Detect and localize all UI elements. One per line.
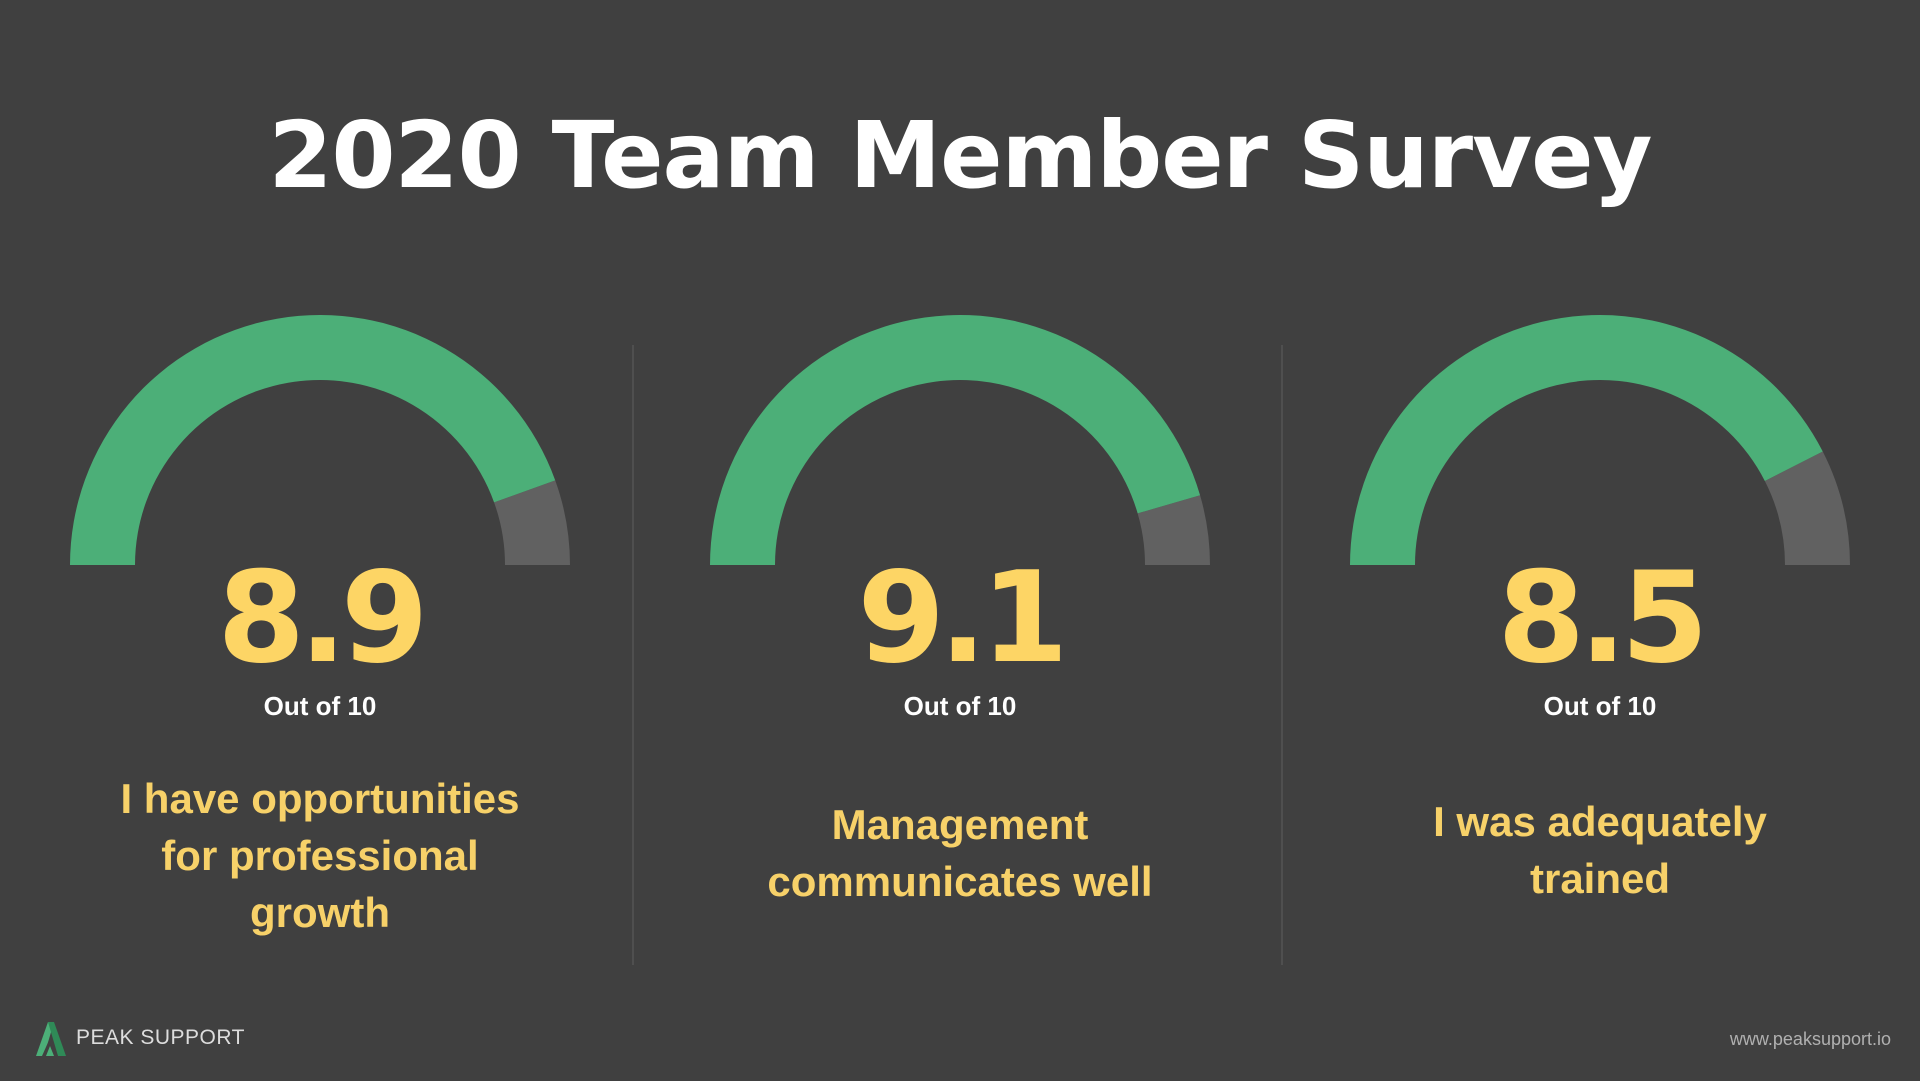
- question-text: I have opportunities for professional gr…: [40, 770, 600, 941]
- score-value: 8.5: [1497, 544, 1708, 691]
- survey-panel: 8.5 Out of 10 I was adequately trained: [1280, 300, 1920, 1000]
- question-line: communicates well: [767, 858, 1153, 905]
- question-line: growth: [250, 889, 390, 936]
- score-scale-label: Out of 10: [1543, 691, 1657, 721]
- page-title: 2020 Team Member Survey: [268, 102, 1653, 209]
- gauge-track: [1137, 495, 1210, 565]
- score-value: 8.9: [217, 544, 428, 691]
- gauge-fill: [710, 314, 1201, 565]
- gauge-track: [1764, 451, 1850, 565]
- question-text: Management communicates well: [680, 796, 1240, 910]
- question-text: I was adequately trained: [1320, 793, 1880, 907]
- column-divider: [632, 345, 634, 965]
- website-url: www.peaksupport.io: [1729, 1029, 1891, 1049]
- gauge-chart: [1350, 314, 1850, 565]
- gauge-fill: [1350, 314, 1823, 565]
- gauge-track: [494, 480, 570, 565]
- gauge-chart: [710, 314, 1210, 565]
- score-value: 9.1: [857, 544, 1068, 691]
- brand-logo: PEAK SUPPORT: [28, 1016, 245, 1060]
- question-line: for professional: [161, 832, 479, 879]
- brand-name: PEAK SUPPORT: [76, 1026, 245, 1049]
- score-scale-label: Out of 10: [263, 691, 377, 721]
- survey-panel: 8.9 Out of 10 I have opportunities for p…: [0, 300, 640, 1000]
- question-line: trained: [1529, 855, 1671, 902]
- question-line: I was adequately: [1433, 798, 1767, 845]
- gauge-fill: [70, 314, 556, 565]
- question-line: Management: [831, 801, 1089, 848]
- question-line: I have opportunities: [120, 775, 520, 822]
- survey-panel: 9.1 Out of 10 Management communicates we…: [640, 300, 1280, 1000]
- column-divider: [1281, 345, 1283, 965]
- peak-triangle-icon: [36, 1022, 66, 1056]
- gauge-chart: [70, 314, 570, 565]
- score-scale-label: Out of 10: [903, 691, 1017, 721]
